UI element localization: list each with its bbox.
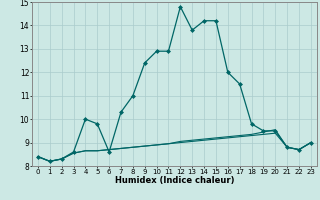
X-axis label: Humidex (Indice chaleur): Humidex (Indice chaleur)	[115, 176, 234, 185]
